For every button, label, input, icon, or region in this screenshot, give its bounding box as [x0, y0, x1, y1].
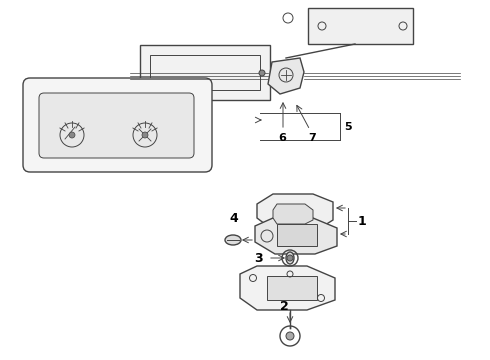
- Bar: [267, 276, 317, 300]
- Circle shape: [69, 132, 75, 138]
- Text: 5: 5: [344, 122, 352, 132]
- Ellipse shape: [225, 235, 241, 245]
- Polygon shape: [257, 194, 333, 230]
- Polygon shape: [255, 218, 337, 254]
- Text: 7: 7: [308, 133, 316, 143]
- Polygon shape: [268, 58, 304, 94]
- Polygon shape: [240, 266, 335, 310]
- Text: 3: 3: [254, 252, 263, 265]
- Polygon shape: [140, 45, 270, 100]
- Bar: [308, 8, 413, 44]
- FancyBboxPatch shape: [23, 78, 212, 172]
- Circle shape: [286, 332, 294, 340]
- Bar: [277, 224, 317, 246]
- Text: 6: 6: [278, 133, 286, 143]
- Ellipse shape: [286, 252, 294, 264]
- FancyBboxPatch shape: [39, 93, 194, 158]
- Circle shape: [287, 255, 293, 261]
- Circle shape: [259, 70, 265, 76]
- Text: 2: 2: [280, 300, 289, 312]
- Polygon shape: [273, 204, 313, 224]
- Text: 4: 4: [229, 212, 238, 225]
- Circle shape: [142, 132, 148, 138]
- Text: 1: 1: [358, 215, 367, 228]
